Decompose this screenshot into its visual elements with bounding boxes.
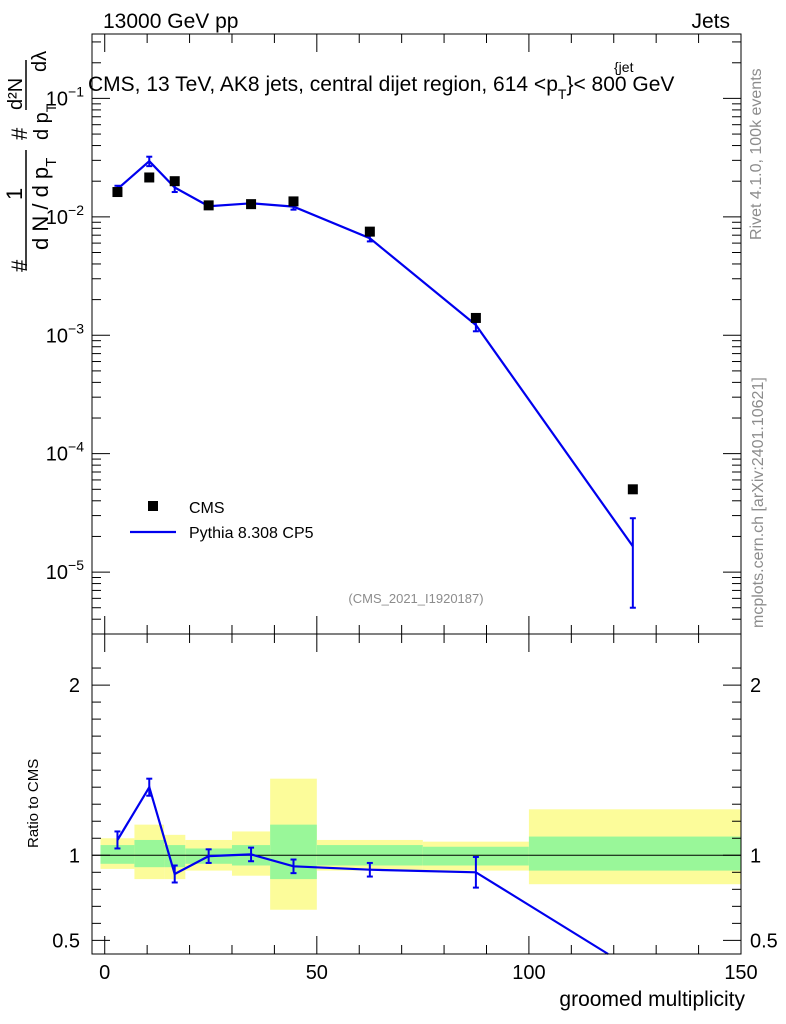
xtick-label: 50 <box>306 962 328 984</box>
cms-point <box>203 200 214 211</box>
rivet-label: Rivet 4.1.0, 100k events <box>748 68 765 240</box>
xtick-label: 100 <box>512 962 545 984</box>
main-ytick-labels: 10−5 10−4 10−3 10−2 10−1 <box>46 83 84 584</box>
cms-points <box>112 172 638 495</box>
cms-point <box>364 226 375 237</box>
ylabel-hash2: # <box>7 127 32 140</box>
cms-point <box>627 484 638 495</box>
inner-band <box>100 845 135 864</box>
analysis-watermark: (CMS_2021_I1920187) <box>348 591 483 606</box>
main-ytick-label: 10−5 <box>46 557 84 584</box>
ylabel-dlambda: dλ <box>29 51 51 72</box>
pythia-line <box>116 159 634 547</box>
xtick-labels: 0 50 100 150 <box>99 962 758 984</box>
legend-pythia-label: Pythia 8.308 CP5 <box>189 525 314 542</box>
xlabel: groomed multiplicity <box>559 988 745 1011</box>
ratio-ytick-label-right: 0.5 <box>750 930 778 952</box>
inner-band <box>134 839 165 868</box>
ratio-ylabel: Ratio to CMS <box>25 759 42 848</box>
main-ticks <box>92 34 742 635</box>
cms-point <box>470 312 481 323</box>
ylabel-denom-sub: T <box>43 158 60 167</box>
ratio-frame <box>91 633 742 955</box>
ratio-line <box>116 784 609 955</box>
xtick-label: 0 <box>99 962 110 984</box>
main-ytick-label: 10−4 <box>46 439 84 466</box>
main-ytick-label: 10−3 <box>46 320 84 347</box>
ylabel-numer-den: d pT <box>31 103 59 140</box>
inner-band <box>164 845 186 868</box>
ylabel-denom-text: d N / d p <box>28 167 53 250</box>
ratio-ticks <box>92 634 742 954</box>
main-ytick-label: 10−1 <box>46 83 84 110</box>
mcplots-label: mcplots.cern.ch [arXiv:2401.10621] <box>750 377 767 628</box>
main-frame <box>91 33 742 635</box>
cms-point <box>288 196 299 207</box>
plot-title: CMS, 13 TeV, AK8 jets, central dijet reg… <box>88 73 674 102</box>
ylabel-numer: d²N <box>5 78 27 110</box>
ratio-ytick-label: 2 <box>69 675 80 697</box>
title-end: }< 800 GeV <box>566 73 674 96</box>
cms-point <box>169 176 180 187</box>
ratio-ytick-labels: 0.5 0.5 1 1 2 2 <box>52 675 778 952</box>
cms-point <box>246 199 257 210</box>
legend-cms-label: CMS <box>189 500 225 517</box>
cms-point <box>112 187 123 198</box>
main-panel: 10−5 10−4 10−3 10−2 10−1 CMS, 13 TeV, AK8 je… <box>2 33 742 635</box>
ratio-ytick-label: 0.5 <box>52 930 80 952</box>
ratio-ytick-label-right: 2 <box>750 675 761 697</box>
header-left: 13000 GeV pp <box>103 10 238 33</box>
title-sub: T <box>558 86 567 102</box>
ratio-ytick-label-right: 1 <box>750 845 761 867</box>
header-right: Jets <box>691 10 730 33</box>
ylabel-denom: d N / d pT <box>28 158 60 250</box>
ylabel-numer-den-text: d p <box>31 112 53 140</box>
ylabel-one: 1 <box>2 188 27 200</box>
legend-cms-marker <box>148 501 158 511</box>
cms-point <box>144 172 155 183</box>
ylabel-numer-den-sub: T <box>43 103 59 112</box>
ratio-panel: 0.5 0.5 1 1 2 2 0 50 100 150 Ratio to CMS groome… <box>25 633 778 1011</box>
xtick-label: 150 <box>724 962 757 984</box>
ylabel-hash1: # <box>7 259 32 272</box>
title-sup: {jet <box>614 59 634 75</box>
main-ylabel: # 1 d N / d pT # d²N d pT dλ <box>2 51 60 272</box>
title-main: CMS, 13 TeV, AK8 jets, central dijet reg… <box>88 73 558 96</box>
ratio-ytick-label: 1 <box>69 845 80 867</box>
ratio-bands <box>100 778 741 910</box>
inner-band <box>528 836 741 871</box>
main-ytick-label: 10−2 <box>46 202 84 229</box>
legend: CMS Pythia 8.308 CP5 <box>130 500 314 542</box>
